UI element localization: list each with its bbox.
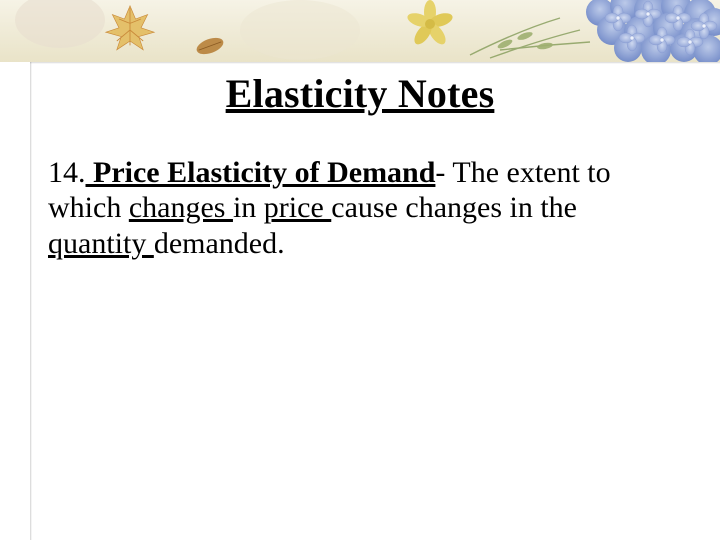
def-quantity: quantity <box>48 227 154 260</box>
def-seg-3: cause changes in the <box>331 191 577 224</box>
slide-content: Elasticity Notes 14. Price Elasticity of… <box>40 70 680 261</box>
def-seg-2: in <box>233 191 264 224</box>
def-seg-4: demanded. <box>154 227 285 260</box>
item-number: 14. <box>48 156 86 189</box>
def-price: price <box>264 191 331 224</box>
banner-svg <box>0 0 720 62</box>
def-changes: changes <box>129 191 233 224</box>
banner-shadow-vertical <box>30 62 32 540</box>
slide-title: Elasticity Notes <box>40 70 680 117</box>
banner-shadow-horizontal <box>30 62 720 64</box>
definition-text: 14. Price Elasticity of Demand- The exte… <box>40 155 680 261</box>
decorative-banner <box>0 0 720 62</box>
term: Price Elasticity of Demand <box>86 156 436 189</box>
